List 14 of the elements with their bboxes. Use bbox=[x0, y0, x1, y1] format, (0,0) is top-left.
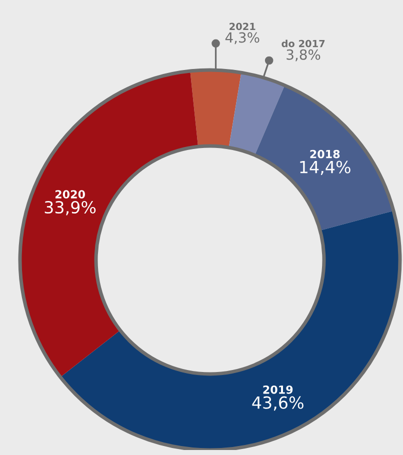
data-label: 3,8% bbox=[286, 49, 320, 62]
donut-slice bbox=[228, 72, 285, 156]
data-label: 4,3% bbox=[225, 32, 260, 44]
slice-label: 2019 bbox=[263, 385, 293, 394]
slice-label: do 2017 bbox=[282, 40, 325, 48]
slice-label: 2021 bbox=[230, 22, 256, 30]
data-label: 33,9% bbox=[44, 200, 96, 216]
donut-slice bbox=[254, 85, 394, 230]
slice-label: 2020 bbox=[55, 190, 85, 199]
data-label: 43,6% bbox=[252, 396, 304, 411]
data-label: 14,4% bbox=[300, 160, 350, 176]
donut-slice bbox=[190, 70, 242, 148]
slice-label: 2018 bbox=[310, 150, 340, 158]
donut-slice bbox=[20, 71, 198, 378]
